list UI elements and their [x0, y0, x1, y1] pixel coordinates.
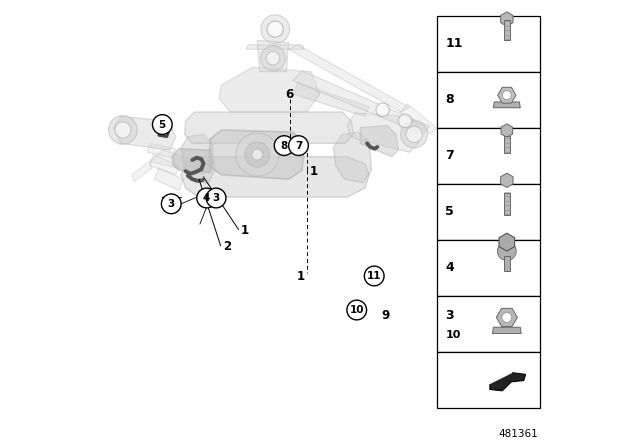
- Text: 1: 1: [309, 164, 317, 178]
- Polygon shape: [500, 173, 513, 187]
- Text: 4: 4: [203, 193, 211, 203]
- Text: 9: 9: [381, 309, 390, 322]
- Polygon shape: [497, 308, 517, 327]
- Polygon shape: [132, 161, 152, 181]
- Circle shape: [236, 133, 279, 176]
- Polygon shape: [114, 116, 176, 150]
- Polygon shape: [209, 130, 305, 179]
- Text: 8: 8: [445, 93, 454, 106]
- Text: 1: 1: [240, 224, 248, 237]
- Polygon shape: [401, 104, 436, 134]
- Text: 10: 10: [445, 330, 461, 340]
- Polygon shape: [257, 40, 289, 72]
- Circle shape: [401, 121, 428, 148]
- Text: 7: 7: [295, 141, 302, 151]
- Polygon shape: [246, 45, 305, 49]
- Text: 10: 10: [349, 305, 364, 315]
- Circle shape: [398, 114, 412, 128]
- Polygon shape: [148, 143, 176, 158]
- Bar: [437, 296, 540, 352]
- Circle shape: [275, 136, 294, 155]
- Polygon shape: [150, 155, 179, 175]
- Polygon shape: [360, 125, 398, 157]
- Polygon shape: [501, 124, 513, 138]
- Polygon shape: [498, 87, 516, 103]
- Text: 3: 3: [212, 193, 220, 203]
- Text: 3: 3: [445, 309, 454, 322]
- Bar: [437, 184, 540, 240]
- Polygon shape: [181, 157, 369, 197]
- Polygon shape: [181, 134, 215, 184]
- Polygon shape: [490, 373, 525, 391]
- Polygon shape: [150, 150, 212, 175]
- Bar: [437, 72, 540, 128]
- Circle shape: [406, 126, 422, 142]
- Text: 8: 8: [280, 141, 288, 151]
- Polygon shape: [500, 12, 513, 26]
- Circle shape: [347, 300, 367, 320]
- Polygon shape: [154, 168, 184, 190]
- Bar: [437, 240, 540, 296]
- Polygon shape: [493, 102, 520, 108]
- Bar: [504, 20, 510, 40]
- Circle shape: [115, 122, 131, 138]
- Bar: [437, 352, 540, 408]
- Circle shape: [376, 103, 390, 116]
- Text: 481361: 481361: [499, 429, 539, 439]
- Text: 4: 4: [445, 261, 454, 274]
- Text: 2: 2: [223, 240, 231, 253]
- Text: 6: 6: [285, 88, 294, 102]
- Text: 11: 11: [445, 37, 463, 50]
- Circle shape: [244, 142, 270, 167]
- Polygon shape: [220, 67, 320, 112]
- Bar: [437, 16, 540, 72]
- Circle shape: [197, 188, 216, 208]
- Circle shape: [261, 15, 289, 43]
- Polygon shape: [499, 233, 515, 251]
- Circle shape: [497, 242, 516, 261]
- Text: 3: 3: [168, 199, 175, 209]
- Circle shape: [260, 46, 285, 71]
- Polygon shape: [493, 327, 521, 334]
- Circle shape: [161, 194, 181, 214]
- Polygon shape: [185, 112, 353, 143]
- Circle shape: [267, 21, 284, 37]
- Bar: [437, 128, 540, 184]
- Bar: [504, 136, 509, 153]
- Bar: [504, 255, 510, 271]
- Circle shape: [252, 149, 262, 160]
- Circle shape: [152, 115, 172, 134]
- Text: 11: 11: [367, 271, 381, 281]
- Polygon shape: [333, 132, 371, 183]
- Circle shape: [266, 52, 280, 65]
- Polygon shape: [348, 113, 419, 152]
- Text: 7: 7: [445, 149, 454, 162]
- Circle shape: [109, 116, 137, 144]
- Text: 1: 1: [296, 270, 305, 284]
- Polygon shape: [289, 45, 410, 112]
- Polygon shape: [293, 83, 369, 116]
- Circle shape: [364, 266, 384, 286]
- Polygon shape: [293, 71, 430, 134]
- Circle shape: [289, 136, 308, 155]
- Bar: [504, 193, 510, 215]
- Circle shape: [502, 313, 512, 323]
- Text: 5: 5: [159, 120, 166, 129]
- Circle shape: [206, 188, 226, 208]
- Circle shape: [502, 90, 511, 100]
- Text: 5: 5: [445, 205, 454, 218]
- Polygon shape: [172, 149, 212, 172]
